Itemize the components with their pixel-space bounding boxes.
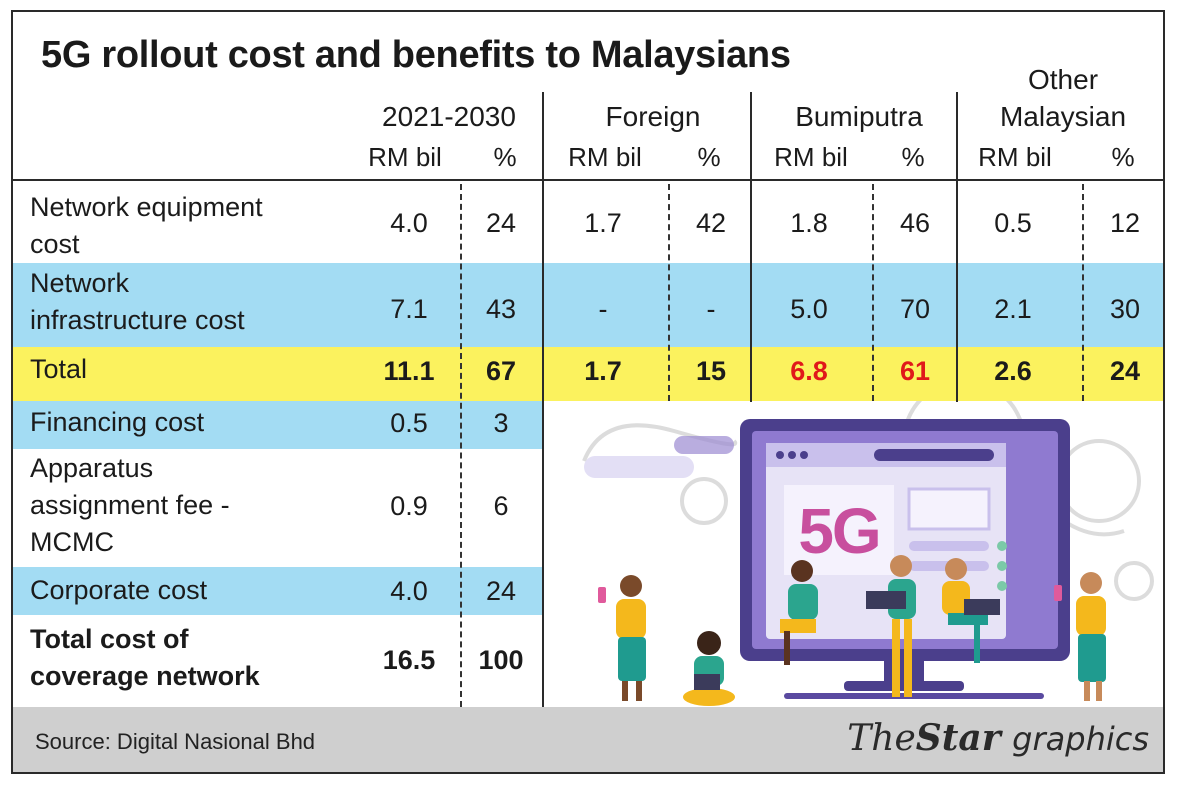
subhead-pct: % — [1111, 142, 1135, 172]
col-group-foreign: Foreign — [605, 101, 701, 132]
cell-pct: - — [706, 294, 716, 324]
row-band-infrastructure — [13, 263, 1163, 347]
cell-rmbil: 0.5 — [994, 208, 1032, 238]
cell-pct: 24 — [485, 208, 517, 238]
row-band-corporate — [13, 567, 542, 615]
source-note: Source: Digital Nasional Bhd — [35, 729, 316, 754]
group-separator — [750, 92, 752, 402]
footer-band — [13, 707, 1163, 772]
cell-pct: 100 — [478, 645, 524, 675]
row-label-total-coverage: Total cost of coverage network — [30, 624, 260, 691]
cell-rmbil: - — [598, 294, 608, 324]
group-separator — [956, 92, 958, 402]
cell-pct: 67 — [485, 356, 517, 386]
cell-pct: 43 — [485, 294, 517, 324]
screen-5g-text: 5G — [798, 495, 881, 567]
col-group-2021-2030: 2021-2030 — [382, 101, 516, 132]
cell-pct: 70 — [899, 294, 931, 324]
dashed-separator — [460, 184, 462, 707]
cell-rmbil-highlight: 6.8 — [790, 356, 828, 386]
person-phone-right — [1054, 572, 1106, 701]
row-label-corporate: Corporate cost — [30, 575, 208, 605]
subhead-rmbil: RM bil — [568, 142, 642, 172]
person-phone-left — [598, 575, 646, 701]
cell-pct: 24 — [485, 576, 517, 606]
col-group-bumiputra: Bumiputra — [795, 101, 923, 132]
col-group-other-line2: Malaysian — [999, 101, 1127, 132]
brand-logo: TheStar graphics — [847, 717, 1149, 759]
person-sitting-desk — [780, 560, 818, 665]
cell-rmbil: 0.5 — [390, 408, 428, 438]
cell-pct: 15 — [695, 356, 727, 386]
subhead-pct: % — [493, 142, 517, 172]
cell-pct: 42 — [695, 208, 727, 238]
cell-rmbil: 7.1 — [390, 294, 428, 324]
cell-pct: 3 — [493, 408, 509, 438]
col-group-other-line1: Other — [1027, 64, 1099, 95]
row-label-apparatus: Apparatus assignment fee - MCMC — [30, 453, 230, 557]
cell-pct: 46 — [899, 208, 931, 238]
row-label-total: Total — [30, 354, 88, 384]
cell-pct: 12 — [1109, 208, 1141, 238]
cell-rmbil: 5.0 — [790, 294, 828, 324]
dashed-separator — [872, 184, 874, 401]
cell-rmbil: 4.0 — [390, 208, 428, 238]
row-label-network-infrastructure: Network infrastructure cost — [30, 268, 245, 335]
dashed-separator — [1082, 184, 1084, 401]
cell-pct: 24 — [1109, 356, 1141, 386]
cell-pct: 30 — [1109, 294, 1141, 324]
row-band-total — [13, 347, 1163, 401]
subhead-rmbil: RM bil — [368, 142, 442, 172]
row-label-network-equipment: Network equipment cost — [30, 192, 263, 259]
person-standing-laptop — [866, 555, 916, 697]
row-band-financing — [13, 401, 542, 449]
subhead-rmbil: RM bil — [774, 142, 848, 172]
person-sitting-floor — [683, 631, 735, 706]
cell-rmbil: 1.7 — [584, 208, 622, 238]
page-title: 5G rollout cost and benefits to Malaysia… — [41, 34, 791, 76]
cell-pct-highlight: 61 — [899, 356, 931, 386]
5g-illustration — [582, 401, 1154, 706]
cell-rmbil: 11.1 — [383, 356, 435, 386]
subhead-rmbil: RM bil — [978, 142, 1052, 172]
header-divider — [13, 179, 1163, 181]
cell-rmbil: 16.5 — [382, 645, 436, 675]
cell-rmbil: 2.6 — [994, 356, 1032, 386]
person-sitting-laptop — [942, 558, 1000, 663]
cell-pct: 6 — [493, 491, 509, 521]
cell-rmbil: 4.0 — [390, 576, 428, 606]
cell-rmbil: 1.7 — [584, 356, 622, 386]
group-separator — [542, 92, 544, 707]
cell-rmbil: 2.1 — [994, 294, 1032, 324]
subhead-pct: % — [901, 142, 925, 172]
subhead-pct: % — [697, 142, 721, 172]
infographic-frame: 5G rollout cost and benefits to Malaysia… — [11, 10, 1165, 774]
dashed-separator — [668, 184, 670, 401]
row-label-financing: Financing cost — [30, 407, 205, 437]
cell-rmbil: 0.9 — [390, 491, 428, 521]
cell-rmbil: 1.8 — [790, 208, 828, 238]
